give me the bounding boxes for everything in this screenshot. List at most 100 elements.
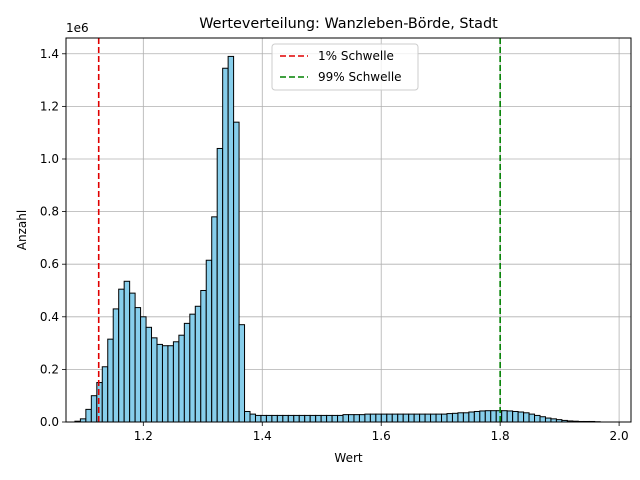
y-tick-label: 1.0 <box>40 152 59 166</box>
histogram-bar <box>326 414 333 423</box>
histogram-bar <box>167 345 174 423</box>
histogram-bar <box>96 382 103 423</box>
histogram-bar <box>342 414 349 423</box>
histogram-bar <box>85 408 92 423</box>
histogram-bar <box>501 410 508 423</box>
histogram-bar <box>419 413 426 423</box>
histogram-bar <box>364 413 371 423</box>
histogram-bar <box>205 259 213 423</box>
legend-frame <box>271 43 419 91</box>
y-tick-label: 0.4 <box>40 310 59 324</box>
histogram-bar <box>462 412 470 423</box>
y-tick-label: 0.0 <box>40 415 59 429</box>
histogram-bar <box>172 341 180 423</box>
histogram-bar <box>304 414 311 423</box>
histogram-bar <box>331 414 339 423</box>
histogram-bar <box>337 414 344 423</box>
histogram-bar <box>451 412 459 423</box>
histogram-bars <box>74 55 601 423</box>
histogram-bar <box>238 324 246 423</box>
y-tick-label: 0.8 <box>40 205 59 219</box>
histogram-bar <box>408 413 415 423</box>
histogram-bar <box>446 413 453 423</box>
histogram-bar <box>249 413 256 423</box>
x-tick-label: 1.6 <box>372 429 391 443</box>
histogram-bar <box>211 216 218 423</box>
histogram-bar <box>129 292 136 423</box>
histogram-bar <box>244 410 251 423</box>
histogram-bar <box>517 411 525 423</box>
y-tick-label: 0.2 <box>40 362 59 376</box>
y-axis-offset-label: 1e6 <box>66 21 89 35</box>
histogram-bar <box>112 308 120 423</box>
x-tick-label: 1.4 <box>253 429 272 443</box>
histogram-bar <box>189 313 196 423</box>
histogram-bar <box>309 414 317 423</box>
chart-title: Werteverteilung: Wanzleben-Börde, Stadt <box>199 16 498 32</box>
histogram-bar <box>265 414 273 423</box>
histogram-bar <box>441 413 448 423</box>
histogram-bar <box>254 414 262 423</box>
histogram-bar <box>380 413 388 423</box>
histogram-bar <box>391 413 399 423</box>
histogram-bar <box>348 414 355 423</box>
histogram-bar <box>101 366 109 423</box>
histogram-bar <box>183 322 191 423</box>
legend: 1% Schwelle 99% Schwelle <box>271 43 419 91</box>
x-axis-ticks: 1.2 1.4 1.6 1.8 2.0 <box>134 422 629 443</box>
histogram-bar <box>282 414 289 423</box>
y-axis-ticks: 0.0 0.2 0.4 0.6 0.8 1.0 1.2 1.4 <box>40 47 66 429</box>
histogram-bar <box>534 414 541 423</box>
histogram-bar <box>200 289 207 423</box>
histogram-bar <box>227 55 235 423</box>
histogram-bar <box>123 280 131 423</box>
legend-label-99pct: 99% Schwelle <box>318 70 402 84</box>
histogram-bar <box>528 413 536 423</box>
histogram-bar <box>222 67 229 423</box>
histogram-bar <box>293 414 300 423</box>
y-axis-label: Anzahl <box>15 210 29 250</box>
histogram-bar <box>468 411 475 423</box>
x-tick-label: 2.0 <box>610 429 629 443</box>
histogram-bar <box>156 343 163 423</box>
histogram-bar <box>216 147 224 423</box>
y-tick-label: 0.6 <box>40 257 59 271</box>
histogram-bar <box>435 413 443 423</box>
histogram-bar <box>315 414 322 423</box>
histogram-bar <box>161 345 169 423</box>
histogram-bar <box>90 395 98 423</box>
histogram-bar <box>397 413 404 423</box>
x-tick-label: 1.8 <box>491 429 510 443</box>
histogram-bar <box>506 410 514 423</box>
histogram-bar <box>260 414 267 423</box>
histogram-bar <box>544 417 552 423</box>
plot-frame <box>65 37 632 423</box>
histogram-bar <box>140 316 147 423</box>
histogram-bar <box>353 414 360 423</box>
histogram-bar <box>194 305 202 423</box>
histogram-bar <box>134 307 142 423</box>
histogram-bar <box>375 413 382 423</box>
histogram-bar <box>320 414 328 423</box>
x-tick-label: 1.2 <box>134 429 153 443</box>
histogram-bar <box>178 334 185 423</box>
legend-label-1pct: 1% Schwelle <box>318 49 394 63</box>
x-axis-label: Wert <box>334 451 362 465</box>
histogram-bar <box>490 410 497 423</box>
histogram-bar <box>413 413 421 423</box>
threshold-lines <box>97 38 501 422</box>
histogram-bar <box>430 413 437 423</box>
histogram-bar <box>271 414 278 423</box>
histogram-bar <box>473 410 481 423</box>
histogram-bar <box>118 288 125 423</box>
y-tick-label: 1.4 <box>40 47 59 61</box>
histogram-bar <box>233 121 240 423</box>
histogram-bar <box>358 414 366 423</box>
histogram-bar <box>523 412 530 423</box>
histogram-bar <box>539 416 546 423</box>
histogram-bar <box>151 337 158 423</box>
y-tick-label: 1.2 <box>40 99 59 113</box>
grid <box>66 38 631 423</box>
histogram-bar <box>484 410 492 423</box>
